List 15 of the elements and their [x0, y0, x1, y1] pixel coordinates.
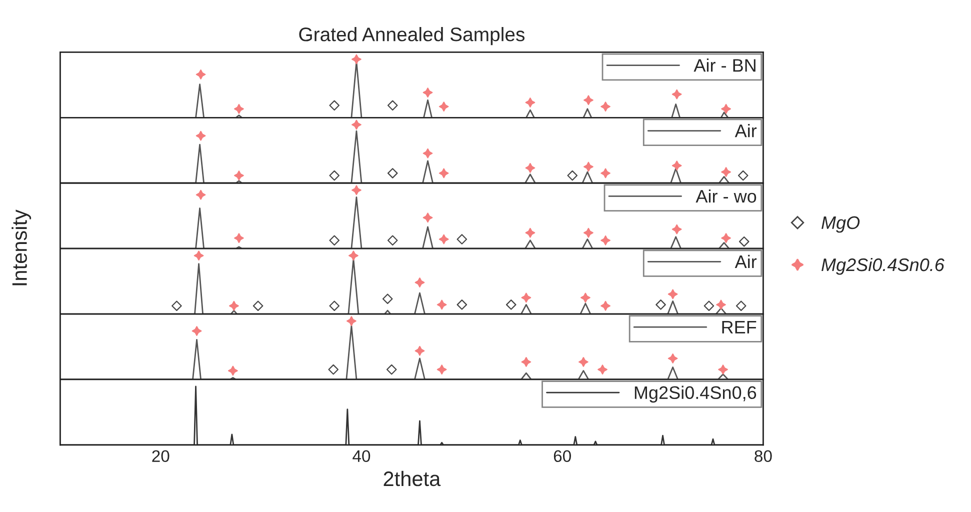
legend-label: REF: [722, 321, 756, 334]
legend-label: Air: [734, 254, 757, 268]
x-tick-label: 40: [352, 450, 370, 462]
legend-label: Air: [734, 124, 757, 138]
legend-label: Mg2Si0.4Sn0.6: [822, 258, 944, 275]
x-tick-label: 80: [754, 450, 772, 462]
legend-label: Air - BN: [694, 58, 756, 72]
legend-label: Mg2Si0.4Sn0,6: [634, 386, 756, 403]
x-tick-label: 60: [554, 450, 571, 462]
x-axis-title: 2theta: [384, 470, 441, 486]
legend-label: MgO: [822, 216, 860, 233]
legend-label: Air - wo: [696, 189, 756, 203]
chart-title: Grated Annealed Samples: [299, 27, 525, 46]
x-tick-label: 20: [152, 450, 170, 462]
y-axis-title: Intensity: [12, 210, 32, 286]
